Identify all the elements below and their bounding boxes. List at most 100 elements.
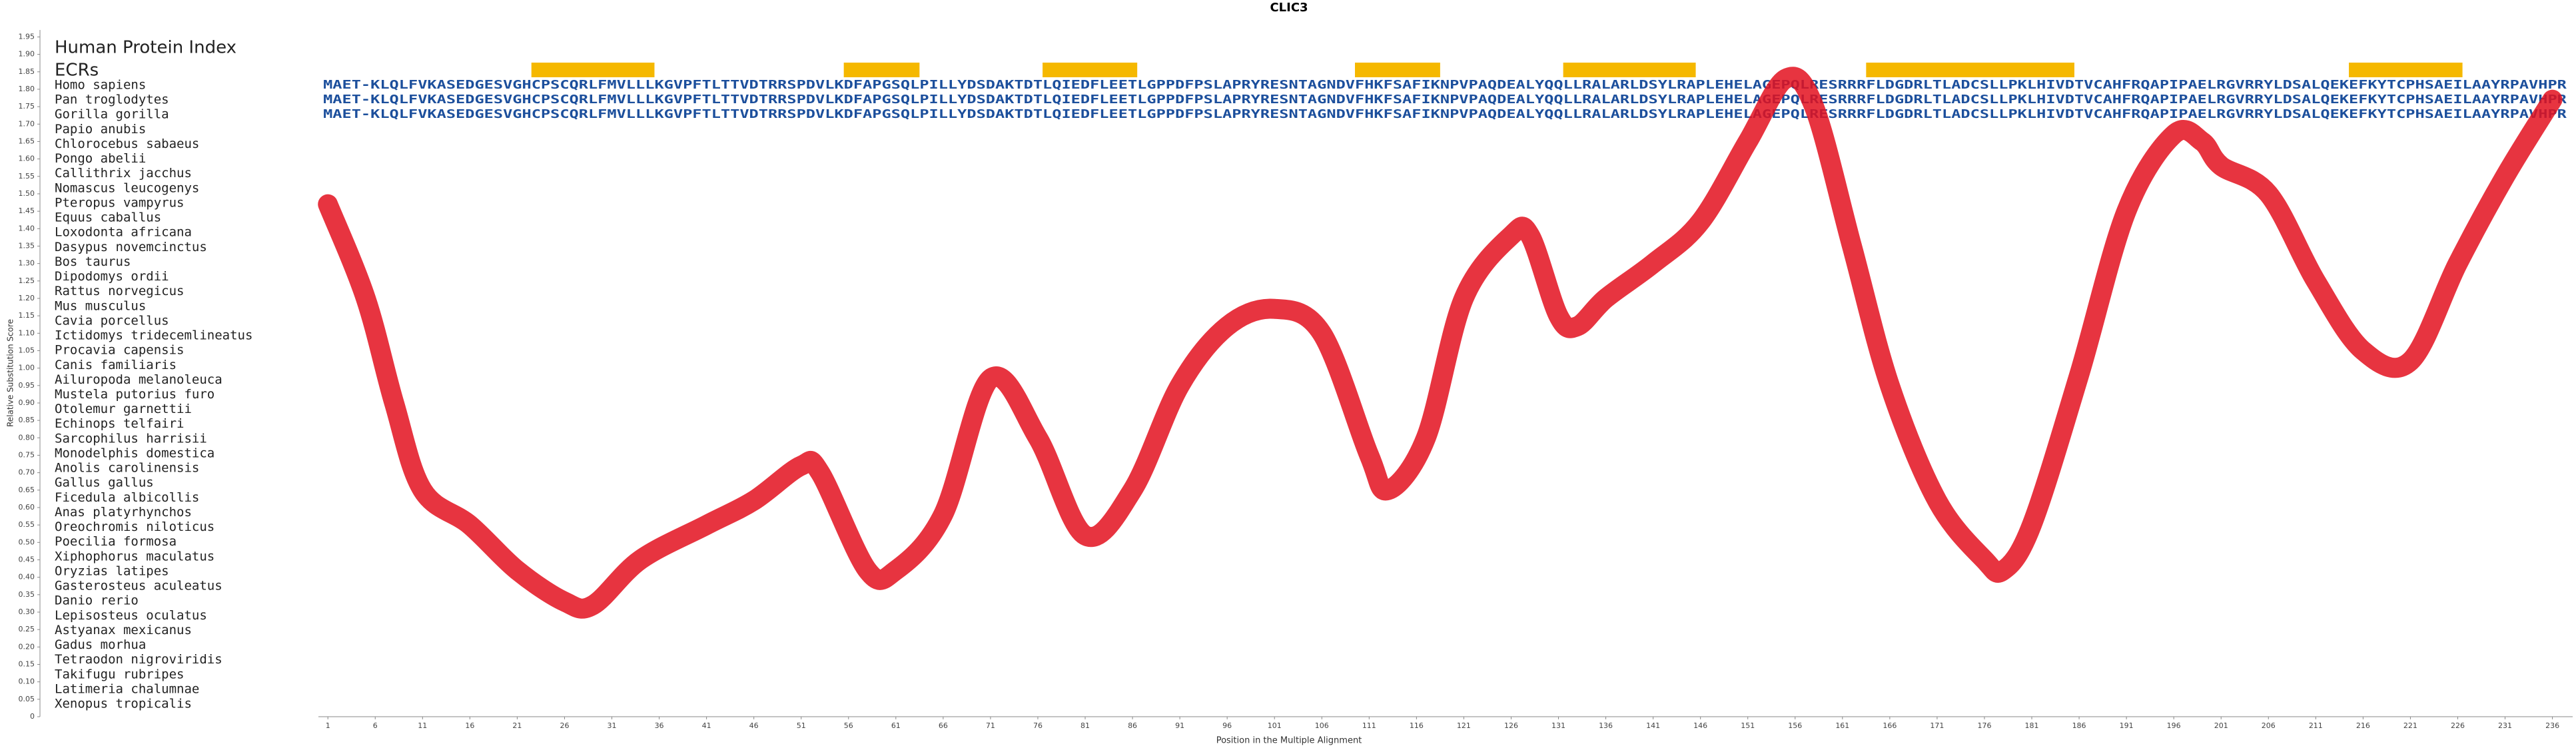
species-name: Astyanax mexicanus: [55, 623, 192, 637]
species-name: Otolemur garnettii: [55, 402, 192, 416]
y-tick-label: 1.60: [19, 155, 35, 163]
x-tick-label: 76: [1033, 721, 1043, 730]
species-name: Xiphophorus maculatus: [55, 549, 215, 564]
species-name: Gadus morhua: [55, 637, 146, 652]
x-tick-label: 6: [373, 721, 378, 730]
sequence: MAET-KLQLFVKASEDGESVGHCPSCQRLFMVLLLKGVPF…: [323, 78, 2567, 92]
x-tick-label: 61: [891, 721, 901, 730]
x-tick-label: 106: [1315, 721, 1329, 730]
y-tick-label: 0.45: [19, 555, 35, 564]
x-tick-label: 116: [1410, 721, 1424, 730]
species-name: Canis familiaris: [55, 358, 177, 372]
y-tick-label: 0.20: [19, 642, 35, 651]
x-tick-label: 216: [2356, 721, 2370, 730]
chart-title: CLIC3: [1270, 1, 1308, 15]
ecr-label: ECRs: [55, 61, 99, 81]
species-name: Sarcophilus harrisii: [55, 431, 207, 446]
x-tick-label: 156: [1788, 721, 1802, 730]
y-tick-label: 0.65: [19, 486, 35, 494]
species-name: Ictidomys tridecemlineatus: [55, 328, 252, 343]
species-name: Gallus gallus: [55, 476, 154, 490]
x-tick-label: 136: [1599, 721, 1613, 730]
y-tick-label: 0.90: [19, 398, 35, 407]
y-tick-label: 1.30: [19, 259, 35, 268]
y-tick-label: 0.15: [19, 659, 35, 668]
y-tick-label: 0.05: [19, 695, 35, 703]
x-tick-label: 11: [418, 721, 427, 730]
row-header: Human Protein Index: [55, 38, 236, 58]
y-tick-label: 1.35: [19, 241, 35, 250]
species-name: Lepisosteus oculatus: [55, 608, 207, 623]
y-tick-label: 0.40: [19, 573, 35, 581]
y-tick-label: 1.15: [19, 311, 35, 320]
x-tick-label: 81: [1080, 721, 1090, 730]
y-tick-label: 0.75: [19, 450, 35, 459]
x-tick-label: 36: [655, 721, 664, 730]
x-tick-label: 176: [1977, 721, 1991, 730]
x-tick-label: 96: [1222, 721, 1232, 730]
species-name: Homo sapiens: [55, 78, 146, 93]
x-tick-label: 71: [986, 721, 995, 730]
species-name: Bos taurus: [55, 254, 131, 269]
ecr-bar: [2349, 63, 2463, 77]
species-name: Gasterosteus aculeatus: [55, 579, 222, 593]
x-tick-label: 56: [844, 721, 853, 730]
y-tick-label: 1.90: [19, 50, 35, 59]
species-name: Takifugu rubripes: [55, 667, 184, 681]
y-tick-label: 1.70: [19, 119, 35, 128]
x-tick-label: 146: [1693, 721, 1707, 730]
y-tick-label: 0.55: [19, 520, 35, 529]
species-name: Ficedula albicollis: [55, 490, 199, 505]
x-tick-label: 46: [749, 721, 759, 730]
x-tick-label: 226: [2451, 721, 2465, 730]
species-name: Tetraodon nigroviridis: [55, 652, 222, 667]
y-tick-label: 0.95: [19, 381, 35, 390]
y-tick-label: 1.65: [19, 137, 35, 145]
y-tick-label: 1.10: [19, 328, 35, 337]
y-tick-label: 0.80: [19, 433, 35, 442]
x-tick-label: 211: [2309, 721, 2323, 730]
x-tick-label: 201: [2214, 721, 2228, 730]
species-name: Procavia capensis: [55, 343, 184, 358]
y-tick-label: 1.75: [19, 102, 35, 111]
x-tick-label: 21: [512, 721, 522, 730]
ecr-bar: [1043, 63, 1138, 77]
x-tick-label: 196: [2167, 721, 2181, 730]
x-tick-label: 161: [1835, 721, 1849, 730]
x-tick-label: 41: [702, 721, 711, 730]
x-axis-label: Position in the Multiple Alignment: [1216, 736, 1362, 746]
species-name: Papio anubis: [55, 122, 146, 137]
sequence: MAET-KLQLFVKASEDGESVGHCPSCQRLFMVLLLKGVPF…: [323, 107, 2567, 121]
x-tick-label: 171: [1930, 721, 1944, 730]
ecr-bar: [531, 63, 655, 77]
x-tick-label: 51: [797, 721, 806, 730]
species-name: Equus caballus: [55, 210, 161, 225]
species-name: Dipodomys ordii: [55, 269, 169, 284]
species-name: Danio rerio: [55, 593, 139, 608]
y-tick-label: 0.35: [19, 590, 35, 599]
x-tick-label: 151: [1741, 721, 1755, 730]
x-tick-label: 1: [326, 721, 330, 730]
y-tick-label: 0.30: [19, 607, 35, 616]
x-tick-label: 86: [1128, 721, 1137, 730]
ecr-bar: [1355, 63, 1440, 77]
y-tick-label: 1.50: [19, 189, 35, 198]
species-name: Monodelphis domestica: [55, 446, 215, 460]
y-tick-label: 1.00: [19, 364, 35, 372]
species-name: Chlorocebus sabaeus: [55, 137, 199, 151]
y-tick-label: 0.60: [19, 503, 35, 512]
ecr-bar: [1563, 63, 1696, 77]
species-name: Echinops telfairi: [55, 416, 184, 431]
x-tick-label: 26: [560, 721, 569, 730]
y-tick-label: 1.40: [19, 224, 35, 232]
ecr-bar: [843, 63, 920, 77]
x-tick-label: 16: [465, 721, 474, 730]
species-name: Loxodonta africana: [55, 225, 192, 240]
x-tick-label: 101: [1268, 721, 1282, 730]
species-name: Mustela putorius furo: [55, 387, 215, 402]
y-tick-label: 1.45: [19, 206, 35, 215]
x-tick-label: 181: [2025, 721, 2039, 730]
x-tick-label: 206: [2262, 721, 2276, 730]
x-tick-label: 236: [2545, 721, 2559, 730]
